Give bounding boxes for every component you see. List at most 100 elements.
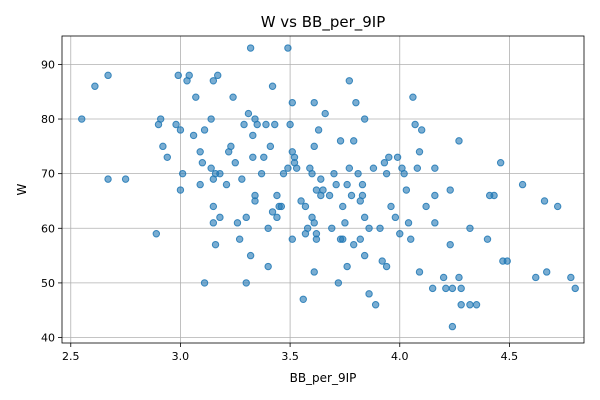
data-point xyxy=(196,180,204,189)
data-point xyxy=(503,257,511,265)
data-point xyxy=(415,268,424,276)
data-point xyxy=(382,169,391,178)
data-point xyxy=(321,109,329,118)
data-point xyxy=(448,322,457,331)
data-point xyxy=(163,153,171,161)
data-point xyxy=(216,169,224,178)
data-point xyxy=(198,159,207,167)
data-point xyxy=(319,186,327,194)
data-point xyxy=(380,159,389,167)
plot-frame xyxy=(61,35,585,344)
y-tick-label: 60 xyxy=(41,222,55,235)
data-point xyxy=(242,279,250,287)
data-point xyxy=(260,153,268,161)
data-point xyxy=(262,120,270,129)
x-tick-label: 3.0 xyxy=(172,350,190,363)
data-point xyxy=(442,284,450,293)
data-point xyxy=(200,126,209,134)
data-point xyxy=(365,224,373,232)
data-point xyxy=(411,120,419,129)
data-point xyxy=(457,301,465,309)
data-point xyxy=(189,131,198,140)
data-point xyxy=(279,169,288,178)
data-point xyxy=(172,120,180,129)
data-point xyxy=(409,93,417,101)
data-point xyxy=(345,164,354,172)
data-point xyxy=(303,224,312,232)
x-tick-label: 4.0 xyxy=(391,350,409,363)
data-point xyxy=(253,120,261,129)
data-point xyxy=(483,235,492,243)
y-axis-label: W xyxy=(15,183,29,195)
data-point xyxy=(360,251,369,260)
data-point xyxy=(330,169,338,178)
data-point xyxy=(402,186,411,194)
data-point xyxy=(339,202,347,211)
data-point xyxy=(369,164,378,172)
data-point xyxy=(310,268,318,276)
data-point xyxy=(448,284,457,293)
data-point xyxy=(336,137,345,145)
data-point xyxy=(446,186,454,194)
data-point xyxy=(396,230,404,238)
data-point xyxy=(360,115,369,123)
data-point xyxy=(543,268,551,276)
data-point xyxy=(273,213,281,222)
data-point xyxy=(104,71,112,80)
data-point xyxy=(222,180,231,189)
data-point xyxy=(301,202,310,211)
data-point xyxy=(431,191,439,200)
data-point xyxy=(268,82,277,90)
data-point xyxy=(246,251,255,260)
data-point xyxy=(286,120,294,129)
data-point xyxy=(376,224,384,232)
data-point xyxy=(277,202,286,211)
data-point xyxy=(297,197,305,205)
axis-ticks: 2.5 3.0 3.5 4.0 4.5 40 50 60 70 80 90 xyxy=(41,58,518,363)
data-point xyxy=(174,71,182,80)
data-point xyxy=(352,98,360,107)
data-point xyxy=(378,257,386,265)
data-point xyxy=(325,191,334,200)
data-point xyxy=(310,98,318,107)
data-point xyxy=(356,235,364,243)
data-point xyxy=(446,240,454,249)
chart-title: W vs BB_per_9IP xyxy=(261,13,386,32)
data-point xyxy=(431,164,439,172)
data-point xyxy=(417,126,426,134)
y-tick-label: 40 xyxy=(41,332,55,345)
data-point xyxy=(268,208,277,216)
data-point xyxy=(404,219,413,227)
data-point xyxy=(159,142,167,151)
data-point xyxy=(387,202,395,211)
data-point xyxy=(121,175,130,183)
data-point xyxy=(422,202,430,211)
data-point xyxy=(431,219,439,227)
data-point xyxy=(207,115,215,123)
data-point xyxy=(455,137,463,145)
data-point xyxy=(365,290,373,298)
data-point xyxy=(78,115,86,123)
data-point xyxy=(350,137,358,145)
data-point xyxy=(413,164,422,172)
data-point xyxy=(264,224,272,232)
data-point xyxy=(371,301,380,309)
data-point xyxy=(292,164,301,172)
data-point xyxy=(334,279,343,287)
data-point xyxy=(156,115,165,123)
data-point xyxy=(472,301,481,309)
data-point xyxy=(354,169,362,178)
data-point xyxy=(343,262,351,271)
data-point xyxy=(211,240,220,249)
data-points xyxy=(78,44,579,331)
data-point xyxy=(347,191,356,200)
data-point xyxy=(200,279,209,287)
data-point xyxy=(229,93,237,101)
data-point xyxy=(496,159,505,167)
data-point xyxy=(339,235,347,243)
data-point xyxy=(273,191,281,200)
data-point xyxy=(358,191,367,200)
data-point xyxy=(242,213,250,222)
data-point xyxy=(350,240,358,249)
data-point xyxy=(246,44,255,52)
